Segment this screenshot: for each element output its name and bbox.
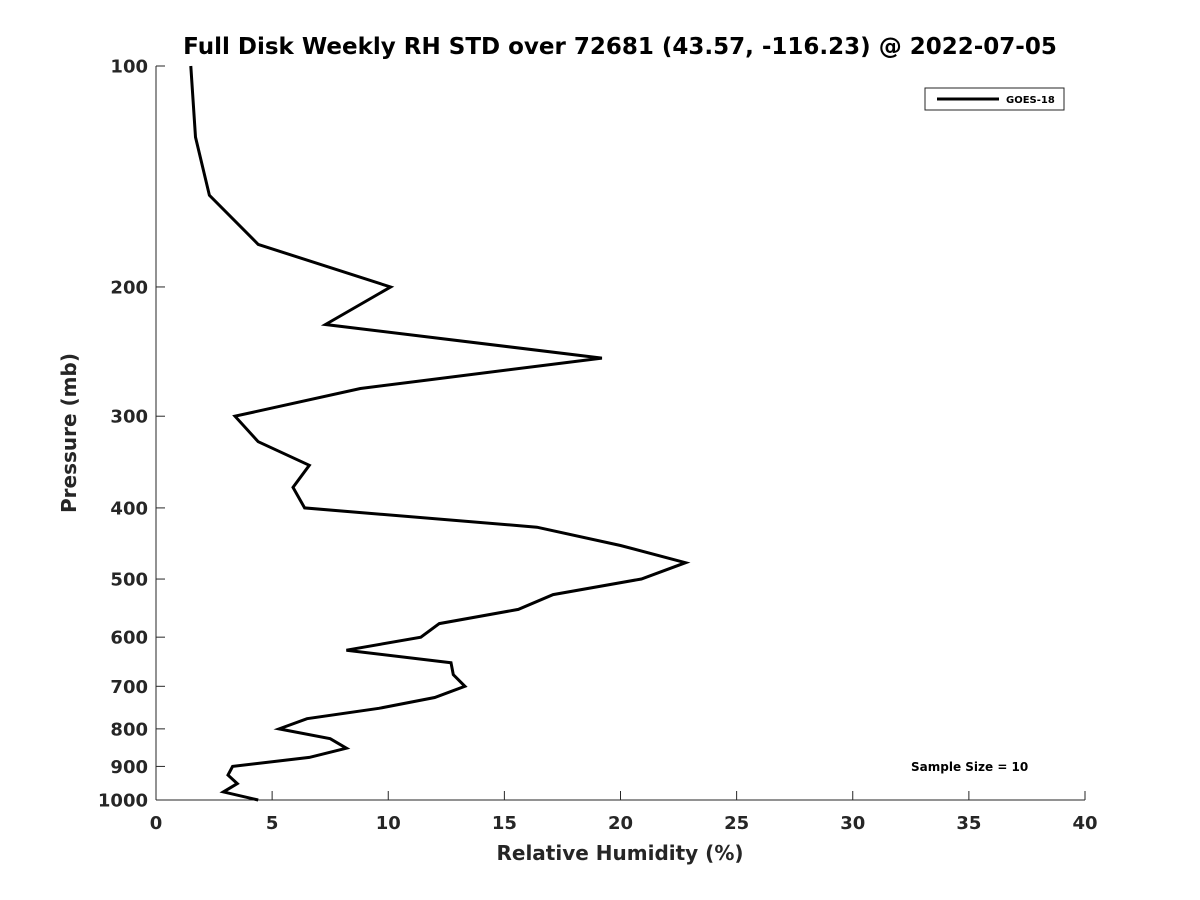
legend-label-goes-18: GOES-18	[1006, 95, 1055, 106]
x-tick-label: 5	[266, 813, 279, 834]
chart-title: Full Disk Weekly RH STD over 72681 (43.5…	[183, 34, 1057, 60]
x-tick-label: 25	[724, 813, 749, 834]
y-tick-label: 100	[110, 57, 148, 78]
sample-size-annotation: Sample Size = 10	[911, 760, 1028, 774]
x-tick-label: 40	[1072, 813, 1097, 834]
y-axis-label: Pressure (mb)	[57, 353, 81, 513]
x-tick-label: 15	[492, 813, 517, 834]
y-tick-label: 400	[110, 498, 148, 519]
legend: GOES-18	[924, 87, 1065, 111]
y-tick-label: 500	[110, 570, 148, 591]
y-tick-label: 900	[110, 757, 148, 778]
y-tick-label: 800	[110, 719, 148, 740]
x-tick-label: 35	[956, 813, 981, 834]
x-tick-label: 10	[376, 813, 401, 834]
y-tick-label: 600	[110, 628, 148, 649]
series-layer	[189, 65, 691, 802]
y-tick-label: 300	[110, 407, 148, 428]
x-tick-label: 30	[840, 813, 865, 834]
x-tick-label: 20	[608, 813, 633, 834]
x-ticks: 0 5 10 15 20 25 30 35 40	[150, 791, 1098, 834]
axes	[155, 66, 1085, 801]
y-tick-label: 1000	[98, 791, 148, 812]
y-ticks: 100 200 300 400 500 600 700 800 900 1000	[98, 57, 165, 812]
x-tick-label: 0	[150, 813, 163, 834]
y-tick-label: 700	[110, 677, 148, 698]
y-tick-label: 200	[110, 277, 148, 298]
x-axis-label: Relative Humidity (%)	[496, 841, 743, 865]
series-line-goes-18	[189, 65, 691, 802]
